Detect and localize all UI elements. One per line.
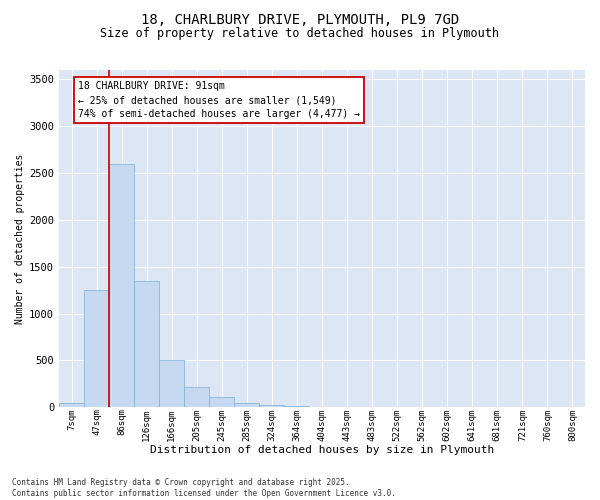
Bar [259,406,284,407]
Bar [209,397,235,407]
Text: Size of property relative to detached houses in Plymouth: Size of property relative to detached ho… [101,28,499,40]
Bar [235,402,259,407]
Bar [134,280,159,407]
Bar [184,386,209,407]
Bar [59,402,84,407]
X-axis label: Distribution of detached houses by size in Plymouth: Distribution of detached houses by size … [150,445,494,455]
Bar [109,164,134,407]
Text: Contains HM Land Registry data © Crown copyright and database right 2025.
Contai: Contains HM Land Registry data © Crown c… [12,478,396,498]
Bar [159,360,184,407]
Text: 18 CHARLBURY DRIVE: 91sqm
← 25% of detached houses are smaller (1,549)
74% of se: 18 CHARLBURY DRIVE: 91sqm ← 25% of detac… [78,81,360,119]
Text: 18, CHARLBURY DRIVE, PLYMOUTH, PL9 7GD: 18, CHARLBURY DRIVE, PLYMOUTH, PL9 7GD [141,12,459,26]
Bar [284,406,310,407]
Y-axis label: Number of detached properties: Number of detached properties [15,154,25,324]
Bar [84,290,109,407]
